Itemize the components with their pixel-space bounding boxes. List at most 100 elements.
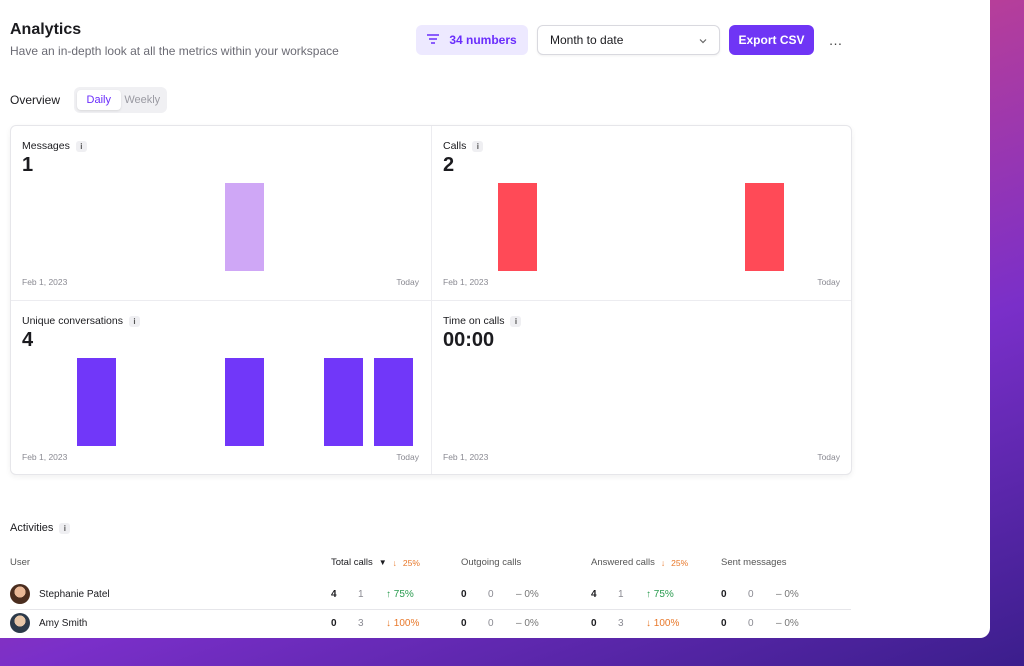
- calls-panel: Calls i 2 Feb 1, 2023 Today: [432, 126, 852, 300]
- calls-label: Calls: [443, 140, 467, 152]
- outgoing-calls-current: 0: [461, 589, 467, 600]
- export-csv-button[interactable]: Export CSV: [729, 25, 814, 55]
- time-on-calls-start-date: Feb 1, 2023: [443, 452, 489, 462]
- calls-value: 2: [443, 154, 455, 176]
- time-on-calls-panel: Time on calls i 00:00 Feb 1, 2023 Today: [432, 301, 852, 475]
- tab-daily[interactable]: Daily: [77, 90, 121, 110]
- table-row[interactable]: Stephanie Patel 4 1 ↑ 75% 0 0 – 0% 4 1 ↑…: [10, 581, 851, 610]
- sort-caret-icon[interactable]: ▼: [378, 558, 387, 567]
- time-on-calls-end-date: Today: [817, 452, 840, 462]
- trend-down-icon: ↓: [386, 618, 394, 629]
- conversations-start-date: Feb 1, 2023: [22, 452, 68, 462]
- outgoing-calls-previous: 0: [488, 589, 494, 600]
- filter-icon: [427, 33, 440, 47]
- conversations-bar: [324, 358, 363, 446]
- messages-bar: [225, 183, 264, 271]
- calls-bar: [745, 183, 784, 271]
- column-user: User: [10, 557, 30, 568]
- total-calls-previous: 3: [358, 618, 364, 629]
- messages-value: 1: [22, 154, 34, 176]
- answered-calls-current: 0: [591, 618, 597, 629]
- column-outgoing-calls[interactable]: Outgoing calls: [461, 557, 521, 568]
- period-select-value: Month to date: [550, 33, 624, 47]
- messages-panel: Messages i 1 Feb 1, 2023 Today: [11, 126, 431, 300]
- chevron-down-icon: [699, 33, 707, 47]
- trend-value: 100%: [653, 618, 680, 629]
- unique-conversations-value: 4: [22, 329, 34, 351]
- info-icon[interactable]: i: [75, 140, 87, 152]
- time-on-calls-title: Time on calls i: [443, 315, 522, 327]
- trend-up-icon: ↑: [646, 589, 654, 600]
- calls-end-date: Today: [817, 277, 840, 287]
- info-icon[interactable]: i: [510, 315, 522, 327]
- time-on-calls-label: Time on calls: [443, 315, 505, 327]
- answered-calls-previous: 1: [618, 589, 624, 600]
- page-subtitle: Have an in-depth look at all the metrics…: [10, 44, 339, 58]
- trend-up-icon: ↑: [386, 589, 394, 600]
- column-outgoing-calls-label: Outgoing calls: [461, 557, 522, 568]
- metrics-card: Messages i 1 Feb 1, 2023 Today Calls i 2…: [10, 125, 852, 475]
- divider: [11, 300, 851, 301]
- column-user-label: User: [10, 557, 31, 568]
- trend-down-icon: ↓: [646, 618, 654, 629]
- trend-down-icon: ↓: [660, 557, 666, 568]
- column-sent-messages[interactable]: Sent messages: [721, 557, 786, 568]
- activities-heading: Activities i: [10, 522, 71, 534]
- trend-down-icon: ↓: [392, 557, 397, 568]
- trend-flat-icon: –: [516, 618, 525, 629]
- messages-label: Messages: [22, 140, 70, 152]
- calls-bar: [498, 183, 537, 271]
- numbers-filter-label: 34 numbers: [449, 33, 517, 47]
- answered-calls-trend: ↓ 100%: [646, 618, 679, 629]
- avatar: [10, 584, 30, 604]
- user-name: Amy Smith: [39, 618, 88, 629]
- trend-value: 0%: [524, 589, 539, 600]
- column-total-calls[interactable]: Total calls ▼ ↓ 25%: [331, 557, 420, 568]
- messages-end-date: Today: [396, 277, 419, 287]
- activities-title: Activities: [10, 522, 54, 534]
- user-name: Stephanie Patel: [39, 589, 110, 600]
- info-icon[interactable]: i: [472, 140, 484, 152]
- column-answered-calls[interactable]: Answered calls ↓ 25%: [591, 557, 688, 568]
- calls-start-date: Feb 1, 2023: [443, 277, 489, 287]
- messages-title: Messages i: [22, 140, 87, 152]
- page-title: Analytics: [10, 21, 82, 38]
- numbers-filter-button[interactable]: 34 numbers: [416, 25, 528, 55]
- trend-value: 75%: [393, 589, 414, 600]
- outgoing-calls-trend: – 0%: [516, 589, 539, 600]
- trend-value: 100%: [393, 618, 420, 629]
- answered-calls-trend: 25%: [671, 557, 689, 568]
- sent-messages-current: 0: [721, 618, 727, 629]
- trend-flat-icon: –: [776, 618, 785, 629]
- sent-messages-previous: 0: [748, 618, 754, 629]
- period-toggle: Daily Weekly: [74, 87, 167, 113]
- column-answered-calls-label: Answered calls: [591, 557, 655, 568]
- more-options-icon[interactable]: …: [828, 32, 844, 48]
- total-calls-trend: ↑ 75%: [386, 589, 414, 600]
- analytics-window: Analytics Have an in-depth look at all t…: [10, 21, 852, 638]
- answered-calls-previous: 3: [618, 618, 624, 629]
- answered-calls-current: 4: [591, 589, 597, 600]
- total-calls-current: 4: [331, 589, 337, 600]
- outgoing-calls-trend: – 0%: [516, 618, 539, 629]
- column-total-calls-label: Total calls: [331, 557, 373, 568]
- trend-value: 0%: [784, 589, 799, 600]
- total-calls-trend: 25%: [402, 557, 420, 568]
- calls-title: Calls i: [443, 140, 484, 152]
- sent-messages-previous: 0: [748, 589, 754, 600]
- unique-conversations-panel: Unique conversations i 4 Feb 1, 2023 Tod…: [11, 301, 431, 475]
- trend-value: 0%: [524, 618, 539, 629]
- avatar: [10, 613, 30, 633]
- info-icon[interactable]: i: [59, 522, 71, 534]
- answered-calls-trend: ↑ 75%: [646, 589, 674, 600]
- trend-value: 0%: [784, 618, 799, 629]
- tab-weekly[interactable]: Weekly: [124, 94, 161, 106]
- outgoing-calls-current: 0: [461, 618, 467, 629]
- sent-messages-current: 0: [721, 589, 727, 600]
- info-icon[interactable]: i: [128, 315, 140, 327]
- column-sent-messages-label: Sent messages: [721, 557, 787, 568]
- table-row[interactable]: Amy Smith 0 3 ↓ 100% 0 0 – 0% 0 3 ↓ 100%…: [10, 610, 851, 638]
- period-select[interactable]: Month to date: [537, 25, 720, 55]
- unique-conversations-label: Unique conversations: [22, 315, 123, 327]
- total-calls-current: 0: [331, 618, 337, 629]
